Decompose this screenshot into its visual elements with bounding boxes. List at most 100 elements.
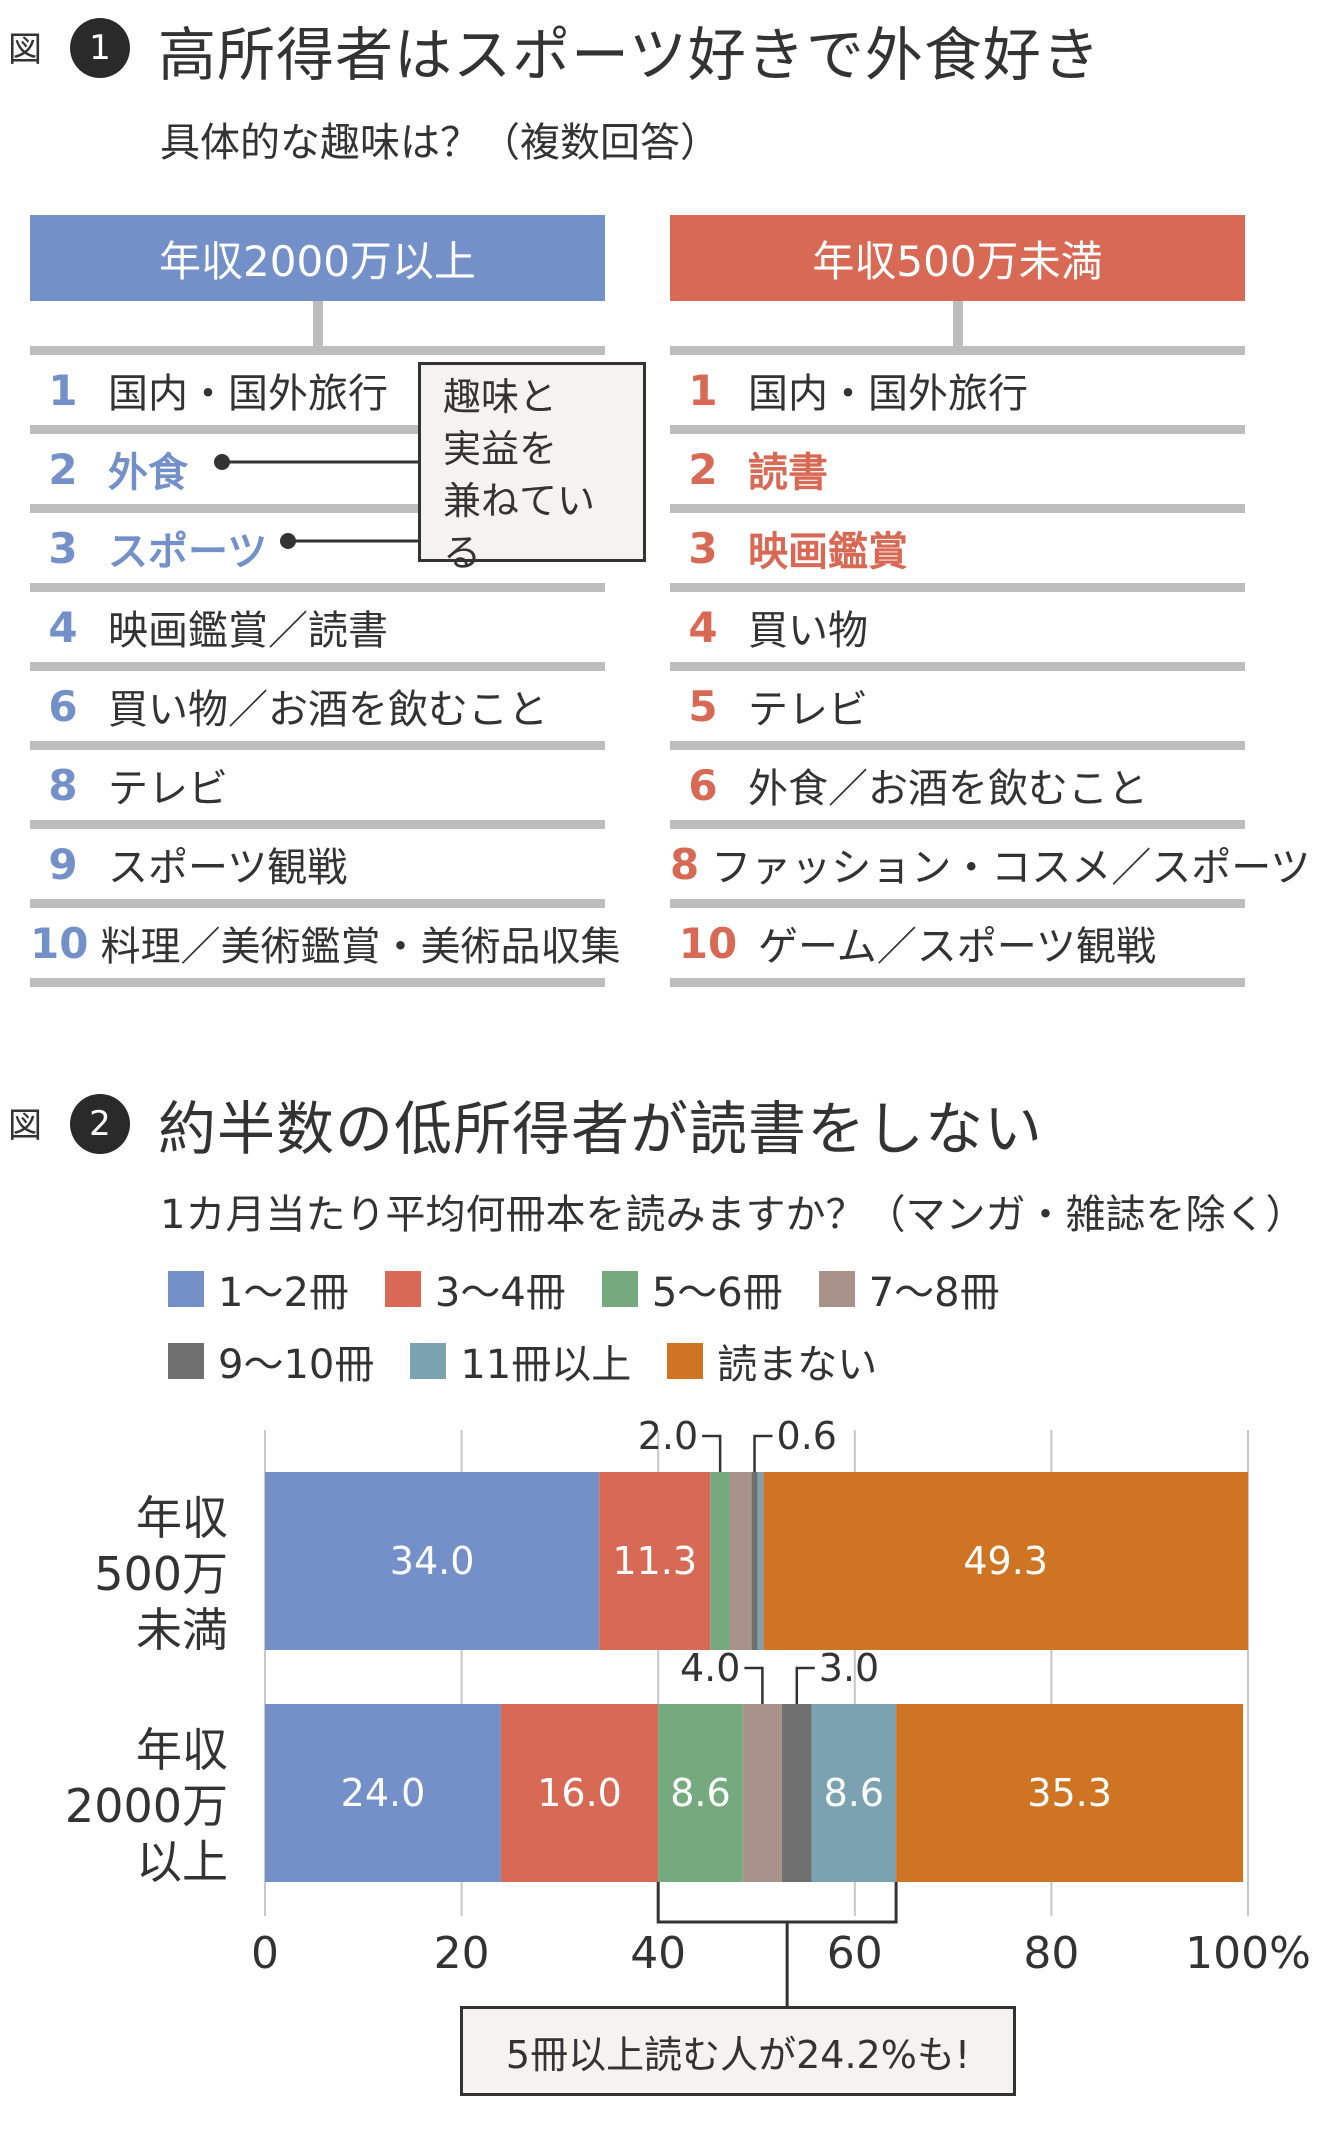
row-divider <box>30 425 418 434</box>
legend-label: 1〜2冊 <box>218 1270 349 1316</box>
hobby-text: 買い物／お酒を飲むこと <box>108 687 548 733</box>
ranking-row: 6 買い物／お酒を飲むこと <box>30 671 605 741</box>
x-tick-label: 60 <box>827 1928 883 1979</box>
hobby-text: スポーツ観戦 <box>108 845 348 891</box>
x-tick-label: 80 <box>1023 1928 1079 1979</box>
ranking-row: 3 映画鑑賞 <box>670 513 1245 583</box>
bar-segment <box>811 1704 897 1882</box>
x-tick-label: 100% <box>1185 1928 1311 1979</box>
hobby-text: 映画鑑賞／読書 <box>108 608 388 654</box>
hobby-text: 国内・国外旅行 <box>108 371 388 417</box>
legend-row: 9〜10冊 11冊以上 読まない <box>168 1332 1128 1390</box>
row-divider <box>670 583 1245 592</box>
legend-swatch <box>601 1271 638 1307</box>
leader-line <box>795 1666 815 1704</box>
ranking-row: 8 テレビ <box>30 750 605 820</box>
ranking-row: 10 ゲーム／スポーツ観戦 <box>670 908 1245 978</box>
rank-number: 3 <box>48 523 78 573</box>
rank-number: 3 <box>688 523 718 573</box>
bar-segment <box>742 1704 783 1882</box>
hobby-text: テレビ <box>748 687 868 733</box>
legend-item: 3〜4冊 <box>384 1260 566 1318</box>
ranking-row: 9 スポーツ観戦 <box>30 829 605 899</box>
column-header: 年収500万未満 <box>670 215 1245 301</box>
figure-2-subtitle: 1カ月当たり平均何冊本を読みますか？（マンガ・雑誌を除く） <box>160 1192 1306 1238</box>
hobby-text: 料理／美術鑑賞・美術品収集 <box>100 924 621 970</box>
rank-number: 6 <box>48 681 78 731</box>
ranking-row: 10 料理／美術鑑賞・美術品収集 <box>30 908 620 978</box>
x-tick-label: 20 <box>434 1928 490 1979</box>
callout-connectors <box>214 454 418 549</box>
legend-label: 3〜4冊 <box>434 1270 566 1316</box>
row-divider <box>30 820 605 829</box>
row-divider <box>30 346 605 355</box>
rank-number: 5 <box>688 681 718 731</box>
data-label: 8.6 <box>670 1771 730 1815</box>
figure-2-label: 図 <box>8 1106 42 1146</box>
row-divider <box>670 662 1245 671</box>
ranking-row: 2 外食 <box>30 434 605 504</box>
data-label: 2.0 <box>638 1420 698 1458</box>
callout-line: 趣味と <box>443 375 558 419</box>
hobby-text: 読書 <box>748 450 828 496</box>
legend-label: 5〜6冊 <box>651 1270 783 1316</box>
ranking-row: 6 外食／お酒を飲むこと <box>670 750 1245 820</box>
data-label: 0.6 <box>777 1420 837 1458</box>
category-label-line: 以上 <box>136 1835 228 1889</box>
bar-segment <box>658 1704 743 1882</box>
rank-number: 2 <box>688 444 718 494</box>
rank-number: 4 <box>48 602 78 652</box>
row-divider <box>30 978 605 987</box>
hobby-text: 外食／お酒を飲むこと <box>748 766 1148 812</box>
figure-2-number: 2 <box>70 1094 130 1154</box>
row-divider <box>670 978 1245 987</box>
ranking-row: 1 国内・国外旅行 <box>670 355 1245 425</box>
figure-2-title: 約半数の低所得者が読書をしない <box>158 1095 1044 1163</box>
row-divider <box>30 899 605 908</box>
leader-line <box>744 1666 764 1704</box>
legend-item: 7〜8冊 <box>818 1260 1000 1318</box>
bar-segment <box>265 1472 600 1650</box>
rank-number: 1 <box>688 365 718 415</box>
category-label-line: 年収 <box>136 1723 228 1777</box>
callout-line: 実益を <box>443 427 558 471</box>
hobby-text: 外食 <box>108 450 188 496</box>
connector-dot-dining <box>214 454 230 470</box>
row-divider <box>670 899 1245 908</box>
hobby-text: テレビ <box>108 766 228 812</box>
bracket <box>656 1882 898 1924</box>
category-label-line: 年収 <box>136 1491 228 1545</box>
category-label: 年収 2000万 以上 <box>20 1722 228 1890</box>
legend-label: 9〜10冊 <box>218 1342 375 1388</box>
x-tick-label: 0 <box>251 1928 279 1979</box>
bar-segment <box>729 1472 752 1650</box>
callout-note: 5冊以上読む人が24.2%も! <box>460 2006 1016 2096</box>
figure-1-number: 1 <box>70 18 130 78</box>
legend-swatch <box>667 1343 704 1379</box>
legend-item: 9〜10冊 <box>168 1332 374 1390</box>
column-header: 年収2000万以上 <box>30 215 605 301</box>
rank-number: 4 <box>688 602 718 652</box>
rank-number: 10 <box>30 918 89 968</box>
column-connector <box>952 301 963 346</box>
hobby-text: ファッション・コスメ／スポーツ <box>711 845 1311 891</box>
hobby-text: 国内・国外旅行 <box>748 371 1028 417</box>
data-label: 3.0 <box>819 1646 879 1690</box>
figure-1-subtitle: 具体的な趣味は？（複数回答） <box>160 120 720 166</box>
row-divider <box>30 662 605 671</box>
category-label-line: 500万 <box>94 1547 228 1601</box>
callout-box: 趣味と 実益を 兼ねている <box>418 362 646 575</box>
row-divider <box>30 504 418 513</box>
data-label: 16.0 <box>537 1771 622 1815</box>
data-label: 8.6 <box>824 1771 884 1815</box>
legend-swatch <box>410 1343 447 1379</box>
legend-label: 7〜8冊 <box>868 1270 1000 1316</box>
legend-item: 1〜2冊 <box>168 1260 349 1318</box>
connector-dot-sports <box>280 533 296 549</box>
legend-row: 1〜2冊 3〜4冊 5〜6冊 7〜8冊 <box>168 1260 1128 1318</box>
ranking-row: 5 テレビ <box>670 671 1245 741</box>
row-divider <box>670 820 1245 829</box>
ranking-row: 4 買い物 <box>670 592 1245 662</box>
column-connector <box>312 301 323 346</box>
chart-legend: 1〜2冊 3〜4冊 5〜6冊 7〜8冊 9〜10冊 11冊以上 読まない <box>168 1260 1128 1404</box>
